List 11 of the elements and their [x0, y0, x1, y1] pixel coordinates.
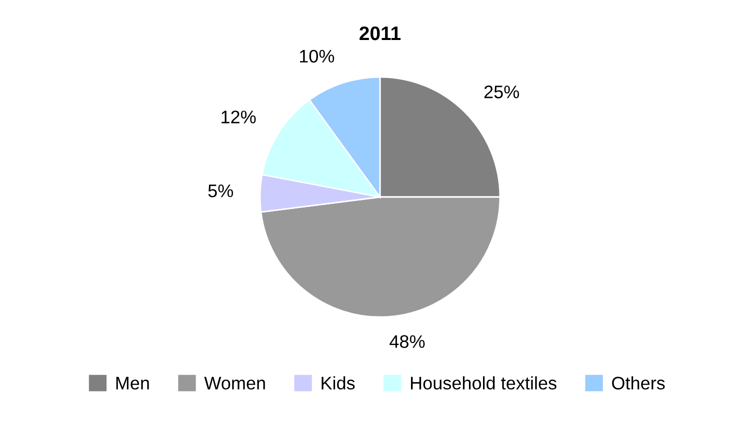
chart-title: 2011	[360, 26, 401, 40]
data-label: 10%	[300, 50, 334, 63]
legend-label: Others	[612, 376, 665, 390]
legend-label: Household textiles	[410, 376, 556, 390]
legend-label: Men	[116, 376, 149, 390]
data-label: 25%	[484, 86, 520, 98]
legend-label: Women	[204, 376, 265, 390]
data-label: 48%	[390, 335, 425, 348]
data-label: 12%	[222, 110, 256, 124]
legend-label: Kids	[322, 376, 355, 390]
data-label: 5%	[208, 184, 234, 198]
